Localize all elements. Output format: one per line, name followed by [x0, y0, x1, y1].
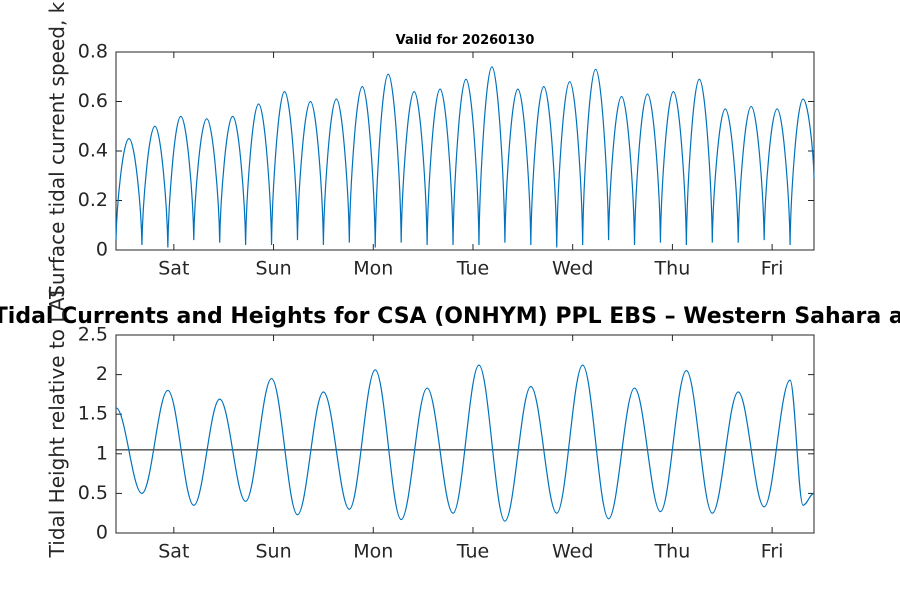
tidal-height-ytick-label: 1	[96, 442, 108, 464]
current-speed-xtick-label: Mon	[353, 258, 393, 280]
tidal-height-ytick-label: 2	[96, 363, 108, 385]
current-speed-xtick-label: Sun	[255, 258, 291, 280]
current-speed-xtick-label: Fri	[761, 258, 784, 280]
tidal-height-ylabel: Tidal Height relative to LAT	[45, 286, 69, 558]
tidal-height-ytick-label: 2.5	[78, 324, 108, 346]
tidal-height-axes-box	[115, 334, 815, 534]
tidal-height-series-line	[115, 364, 815, 522]
tidal-height-ticks	[116, 334, 814, 534]
current-speed-chart: 0 0.2 0.4 0.6 0.8 Sat Sun Mon Tue Wed Thu Fri Vali…	[78, 33, 815, 280]
tidal-height-xtick-label: Wed	[552, 541, 593, 563]
current-speed-chart-title: Valid for 20260130	[396, 33, 535, 48]
current-speed-ytick-labels: 0 0.2 0.4 0.6 0.8	[78, 41, 108, 261]
tidal-height-ytick-label: 1.5	[78, 403, 108, 425]
tidal-height-xtick-label: Sun	[255, 541, 291, 563]
current-speed-xtick-label: Wed	[552, 258, 593, 280]
current-speed-ytick-label: 0.4	[78, 140, 108, 162]
current-speed-xtick-label: Sat	[158, 258, 189, 280]
tidal-height-xtick-label: Fri	[761, 541, 784, 563]
current-speed-ticks	[116, 51, 814, 251]
current-speed-ytick-label: 0	[96, 239, 108, 261]
tidal-height-ytick-label: 0.5	[78, 482, 108, 504]
current-speed-axes-box	[115, 51, 815, 251]
tidal-height-xtick-label: Thu	[654, 541, 691, 563]
tidal-height-xtick-label: Mon	[353, 541, 393, 563]
current-speed-xtick-label: Thu	[654, 258, 691, 280]
current-speed-ylabel: Surface tidal current speed, km	[45, 0, 69, 298]
current-speed-xtick-labels: Sat Sun Mon Tue Wed Thu Fri	[158, 258, 783, 280]
figure-main-title: Tidal Currents and Heights for CSA (ONHY…	[0, 304, 900, 329]
current-speed-ytick-label: 0.2	[78, 189, 108, 211]
current-speed-ytick-label: 0.6	[78, 90, 108, 112]
tidal-height-xtick-label: Sat	[158, 541, 189, 563]
tidal-height-xtick-label: Tue	[456, 541, 489, 563]
tidal-height-chart: 0 0.5 1 1.5 2 2.5 Sat Sun Mon Tue Wed Thu Fri	[78, 324, 815, 563]
current-speed-ytick-label: 0.8	[78, 41, 108, 63]
tidal-height-xtick-labels: Sat Sun Mon Tue Wed Thu Fri	[158, 541, 783, 563]
tidal-height-ytick-label: 0	[96, 522, 108, 544]
current-speed-xtick-label: Tue	[456, 258, 489, 280]
tidal-height-ytick-labels: 0 0.5 1 1.5 2 2.5	[78, 324, 108, 544]
current-speed-series-line	[115, 66, 815, 248]
